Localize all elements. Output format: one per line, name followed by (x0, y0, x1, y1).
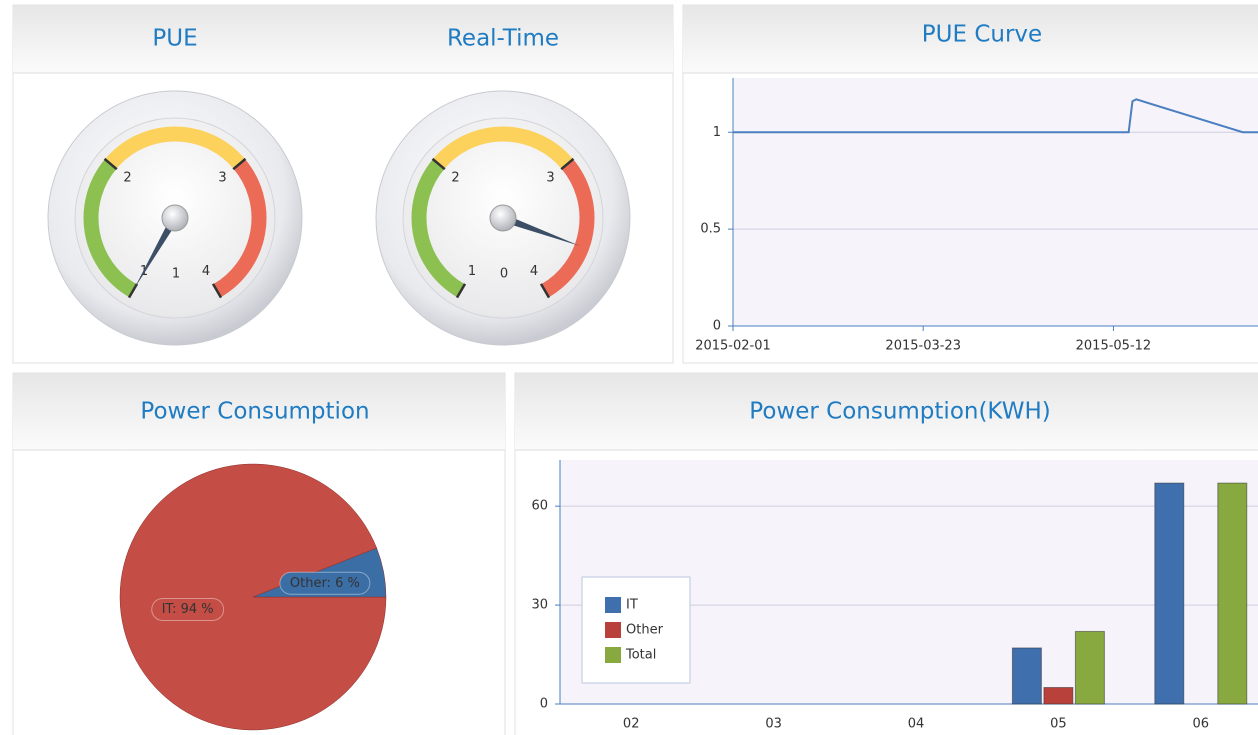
bar (1155, 483, 1184, 704)
x-tick-label: 2015-05-12 (1076, 339, 1152, 354)
gauge-knob (490, 205, 516, 231)
dashboard: PUE12341Real-Time12340PUE Curve00.512015… (0, 0, 1258, 735)
y-tick-label: 0 (540, 697, 548, 712)
gauge-tick-label: 3 (546, 171, 554, 186)
x-tick-label: 02 (623, 717, 640, 732)
legend-swatch (605, 647, 621, 663)
gauge-tick-label: 4 (202, 264, 210, 279)
y-tick-label: 30 (531, 598, 548, 613)
gauge-tick-label: 2 (451, 171, 459, 186)
y-tick-label: 0 (713, 319, 721, 334)
gauge-tick-label: 1 (468, 264, 476, 279)
y-tick-label: 0.5 (700, 222, 721, 237)
x-tick-label: 06 (1193, 717, 1210, 732)
x-tick-label: 03 (765, 717, 782, 732)
x-tick-label: 05 (1050, 717, 1067, 732)
gauge-tick-label: 2 (123, 171, 131, 186)
chart-title: Power Consumption(KWH) (749, 399, 1050, 425)
plot-area (733, 78, 1258, 326)
legend-label: IT (626, 598, 638, 613)
pie-label: IT: 94 % (152, 598, 224, 620)
y-tick-label: 1 (713, 125, 721, 140)
legend-label: Total (625, 648, 656, 663)
y-tick-label: 60 (531, 499, 548, 514)
gauge-value: 1 (172, 267, 180, 282)
chart-title: Power Consumption (140, 399, 369, 425)
pie-label: Other: 6 % (280, 572, 370, 594)
gauge-knob (162, 205, 188, 231)
gauge-title: Real-Time (447, 26, 559, 52)
legend-swatch (605, 597, 621, 613)
gauge-value: 0 (500, 267, 508, 282)
pie-label-text: Other: 6 % (290, 576, 360, 591)
bar (1075, 631, 1104, 704)
gauge-title: PUE (152, 26, 197, 52)
bar (1044, 688, 1073, 704)
gauge-tick-label: 4 (530, 264, 538, 279)
bar (1012, 648, 1041, 704)
x-tick-label: 04 (908, 717, 925, 732)
x-tick-label: 2015-03-23 (885, 339, 961, 354)
chart-title: PUE Curve (922, 22, 1042, 48)
pie-label-text: IT: 94 % (162, 602, 214, 617)
legend-label: Other (626, 623, 664, 638)
x-tick-label: 2015-02-01 (695, 339, 771, 354)
bar (1218, 483, 1247, 704)
panel-header (13, 5, 673, 73)
gauge-tick-label: 3 (218, 171, 226, 186)
legend-swatch (605, 622, 621, 638)
